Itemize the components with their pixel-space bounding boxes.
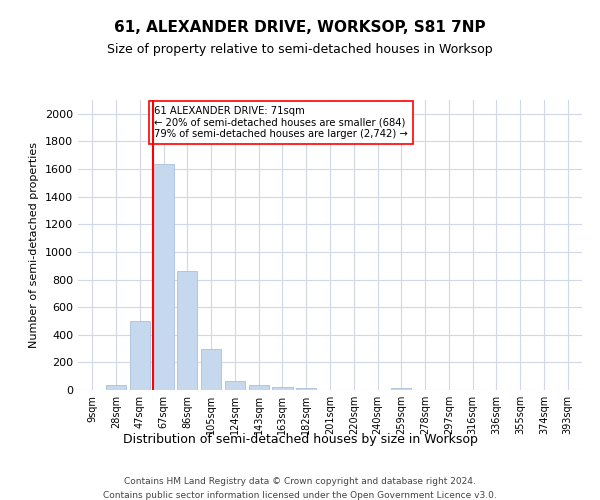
Text: 61, ALEXANDER DRIVE, WORKSOP, S81 7NP: 61, ALEXANDER DRIVE, WORKSOP, S81 7NP xyxy=(114,20,486,35)
Y-axis label: Number of semi-detached properties: Number of semi-detached properties xyxy=(29,142,40,348)
Bar xyxy=(248,385,269,390)
Text: Contains public sector information licensed under the Open Government Licence v3: Contains public sector information licen… xyxy=(103,491,497,500)
Bar xyxy=(201,348,221,390)
Bar xyxy=(391,388,412,390)
Bar xyxy=(296,388,316,390)
Text: Contains HM Land Registry data © Crown copyright and database right 2024.: Contains HM Land Registry data © Crown c… xyxy=(124,478,476,486)
Text: Size of property relative to semi-detached houses in Worksop: Size of property relative to semi-detach… xyxy=(107,42,493,56)
Bar xyxy=(177,271,197,390)
Bar xyxy=(154,164,173,390)
Bar xyxy=(225,381,245,390)
Bar xyxy=(130,321,150,390)
Text: Distribution of semi-detached houses by size in Worksop: Distribution of semi-detached houses by … xyxy=(122,432,478,446)
Bar xyxy=(272,386,293,390)
Bar xyxy=(106,385,126,390)
Text: 61 ALEXANDER DRIVE: 71sqm
← 20% of semi-detached houses are smaller (684)
79% of: 61 ALEXANDER DRIVE: 71sqm ← 20% of semi-… xyxy=(154,106,407,138)
